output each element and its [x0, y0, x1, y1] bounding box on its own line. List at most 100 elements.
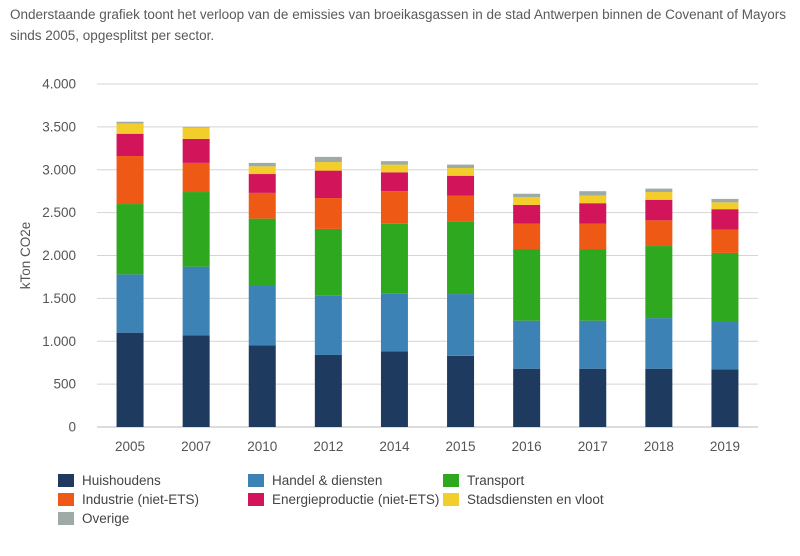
bar-segment: [314, 354, 342, 427]
bar-segment: [380, 293, 408, 352]
bar-segment: [579, 191, 607, 196]
bar-segment: [380, 223, 408, 294]
bar-segment: [513, 368, 541, 427]
bar-segment: [513, 223, 541, 250]
legend-label: Handel & diensten: [272, 473, 383, 488]
bar-segment: [314, 156, 342, 163]
bar-segment: [645, 188, 673, 193]
bar-segment: [645, 246, 673, 319]
y-tick-label: 3.000: [42, 162, 76, 177]
bar-segment: [513, 320, 541, 369]
legend-swatch: [248, 493, 264, 506]
bar-segment: [182, 126, 210, 128]
bar-segment: [182, 138, 210, 163]
legend-label: Stadsdiensten en vloot: [467, 492, 604, 507]
bar-segment: [116, 123, 144, 134]
y-tick-label: 0: [68, 420, 76, 435]
bar-segment: [248, 345, 276, 427]
x-tick-label: 2018: [644, 439, 674, 454]
bar-segment: [711, 202, 739, 210]
bar-segment: [579, 320, 607, 369]
bar-segment: [447, 221, 475, 295]
legend-label: Transport: [467, 473, 525, 488]
x-tick-label: 2005: [115, 439, 145, 454]
bar-segment: [314, 162, 342, 171]
bar-segment: [248, 166, 276, 175]
bar-segment: [182, 127, 210, 139]
legend-label: Overige: [82, 511, 130, 526]
bar-segment: [447, 164, 475, 169]
bar-segment: [513, 204, 541, 224]
bar-segment: [116, 121, 144, 124]
intro-text: Onderstaande grafiek toont het verloop v…: [10, 7, 786, 43]
legend-swatch: [248, 474, 264, 487]
bar-segment: [513, 249, 541, 321]
bar-segment: [447, 175, 475, 196]
bar-segment: [248, 192, 276, 219]
bar-segment: [380, 161, 408, 165]
x-tick-label: 2019: [710, 439, 740, 454]
legend-label: Industrie (niet-ETS): [82, 492, 200, 507]
bar-segment: [380, 164, 408, 173]
x-tick-label: 2007: [181, 439, 211, 454]
bar-segment: [248, 162, 276, 167]
legend-swatch: [443, 493, 459, 506]
bar-segment: [579, 203, 607, 224]
bar-segment: [447, 355, 475, 427]
y-tick-label: 4.000: [42, 77, 76, 92]
y-axis-label: kTon CO2e: [18, 222, 33, 290]
bar-segment: [182, 335, 210, 427]
bar-segment: [116, 332, 144, 427]
x-tick-label: 2010: [247, 439, 277, 454]
bar-segment: [645, 368, 673, 427]
bar-segment: [380, 191, 408, 224]
bar-segment: [248, 174, 276, 193]
bar-segment: [116, 156, 144, 205]
bar-segment: [380, 351, 408, 427]
bar-segment: [314, 198, 342, 229]
bar-segment: [711, 321, 739, 370]
bar-segment: [447, 195, 475, 222]
legend-swatch: [58, 474, 74, 487]
bar-segment: [248, 218, 276, 286]
bar-segment: [711, 209, 739, 230]
bar-segment: [645, 199, 673, 221]
legend-swatch: [58, 512, 74, 525]
legend-swatch: [443, 474, 459, 487]
bar-segment: [116, 274, 144, 333]
bar-segment: [711, 369, 739, 427]
bar-segment: [248, 285, 276, 346]
bar-segment: [314, 170, 342, 199]
bar-segment: [513, 197, 541, 205]
bar-segment: [579, 249, 607, 321]
y-tick-label: 1.000: [42, 334, 76, 349]
y-tick-label: 1.500: [42, 291, 76, 306]
bar-segment: [645, 220, 673, 247]
bar-segment: [182, 266, 210, 336]
y-tick-label: 500: [53, 377, 76, 392]
legend-label: Huishoudens: [82, 473, 161, 488]
x-tick-label: 2014: [379, 439, 410, 454]
bar-segment: [314, 228, 342, 296]
x-tick-label: 2017: [578, 439, 608, 454]
legend-swatch: [58, 493, 74, 506]
y-tick-label: 3.500: [42, 119, 76, 134]
y-tick-label: 2.000: [42, 248, 76, 263]
bar-segment: [579, 223, 607, 250]
bar-segment: [182, 192, 210, 267]
bar-segment: [447, 294, 475, 356]
bar-segment: [579, 368, 607, 427]
x-tick-label: 2016: [512, 439, 542, 454]
bar-segment: [645, 318, 673, 369]
bar-segment: [711, 198, 739, 203]
x-tick-label: 2012: [313, 439, 343, 454]
bar-segment: [116, 204, 144, 275]
bar-segment: [182, 162, 210, 193]
bar-segment: [314, 295, 342, 355]
legend-label: Energieproductie (niet-ETS): [272, 492, 440, 507]
bar-segment: [711, 252, 739, 322]
y-tick-label: 2.500: [42, 205, 76, 220]
bar-segment: [579, 195, 607, 204]
x-tick-label: 2015: [446, 439, 476, 454]
